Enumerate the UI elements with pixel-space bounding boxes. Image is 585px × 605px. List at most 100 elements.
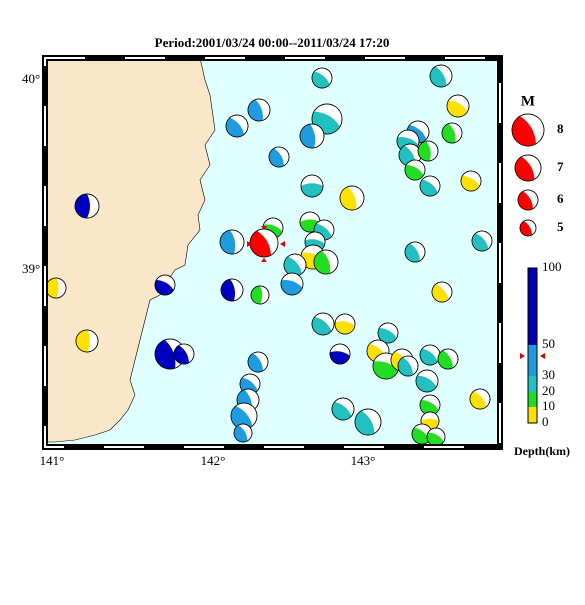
- depth-label: 0: [542, 414, 549, 429]
- magnitude-legend: [511, 113, 545, 237]
- beachball: [45, 277, 67, 299]
- lon-label: 141°: [40, 453, 65, 468]
- ball-quadrant: [155, 280, 174, 295]
- ball-quadrant: [284, 256, 303, 276]
- ball-quadrant: [312, 316, 332, 335]
- magnitude-label: 7: [557, 159, 564, 174]
- ball-edge: [247, 351, 269, 373]
- ball-quadrant: [519, 221, 532, 236]
- ball-edge: [247, 98, 271, 122]
- lat-label: 40°: [22, 71, 40, 86]
- ball-quadrant: [378, 328, 397, 343]
- beachball: [404, 241, 426, 263]
- ball-quadrant: [416, 375, 437, 392]
- depth-label: 20: [542, 383, 555, 398]
- ball-edge: [404, 241, 426, 263]
- depth-frame: [527, 267, 538, 424]
- depth-label: 10: [542, 398, 555, 413]
- ball-edge: [469, 388, 491, 410]
- ball-edge: [471, 230, 493, 252]
- ball-edge: [329, 343, 351, 365]
- ball-quadrant: [174, 345, 189, 364]
- beachball: [354, 408, 382, 436]
- beachball: [249, 228, 279, 258]
- ball-quadrant: [427, 432, 444, 446]
- ball-edge: [300, 174, 324, 198]
- lon-label: 143°: [351, 453, 376, 468]
- beachball: [339, 185, 365, 211]
- ball-quadrant: [314, 250, 331, 274]
- ball-edge: [268, 146, 290, 168]
- beachball: [437, 348, 459, 370]
- beachball: [173, 343, 195, 365]
- ball-quadrant: [281, 280, 303, 295]
- frame-ticks: [44, 57, 501, 448]
- ball-quadrant: [461, 176, 480, 191]
- ball-edge: [280, 272, 304, 296]
- beachball: [331, 397, 355, 421]
- beachball: [225, 114, 249, 138]
- beachball: [74, 193, 100, 219]
- magnitude-title: M: [521, 93, 535, 109]
- ball-quadrant: [430, 66, 447, 87]
- depth-band: [528, 392, 537, 407]
- ball-quadrant: [76, 330, 90, 352]
- ball-quadrant: [332, 401, 352, 420]
- depth-pointer: [520, 353, 545, 359]
- ball-edge: [75, 329, 99, 353]
- beachball: [419, 175, 441, 197]
- ball-edge: [233, 423, 253, 443]
- beachball: [334, 313, 356, 335]
- ball-quadrant: [472, 233, 489, 251]
- ball-quadrant: [335, 321, 355, 334]
- ball-edge: [437, 348, 459, 370]
- ball-edge: [299, 123, 325, 149]
- beachball: [311, 67, 333, 89]
- ball-edge: [377, 322, 399, 344]
- ball-edge: [313, 249, 339, 275]
- ball-quadrant: [248, 99, 263, 121]
- ball-quadrant: [512, 116, 536, 146]
- ball-quadrant: [420, 400, 439, 415]
- depth-scale: [520, 267, 545, 424]
- beachball: [233, 423, 253, 443]
- ball-edge: [154, 274, 176, 296]
- beachball: [514, 154, 542, 182]
- beachball: [511, 113, 545, 147]
- beachball: [219, 229, 245, 255]
- beachball: [247, 351, 269, 373]
- ball-edge: [431, 281, 453, 303]
- ball-quadrant: [515, 156, 535, 181]
- ball-edge: [511, 113, 545, 147]
- beachball: [460, 170, 482, 192]
- beachball: [431, 281, 453, 303]
- beachball: [299, 123, 325, 149]
- ball-quadrant: [248, 353, 263, 372]
- ball-quadrant: [442, 123, 456, 143]
- ball-quadrant: [470, 391, 487, 409]
- beachball: [250, 285, 270, 305]
- ball-quadrant: [220, 279, 236, 301]
- ball-quadrant: [398, 357, 413, 376]
- ball-quadrant: [420, 179, 438, 196]
- ball-edge: [225, 114, 249, 138]
- ball-edge: [311, 103, 343, 135]
- beachball: [280, 272, 304, 296]
- ball-quadrant: [154, 339, 176, 370]
- ball-quadrant: [250, 230, 271, 257]
- beachball: [230, 402, 258, 430]
- ball-edge: [311, 312, 335, 336]
- depth-label: 30: [542, 367, 555, 382]
- ball-edge: [220, 278, 244, 302]
- beachball: [519, 219, 537, 237]
- ball-edge: [514, 154, 542, 182]
- ball-edge: [397, 355, 419, 377]
- lat-label: 39°: [22, 261, 40, 276]
- beachball: [415, 369, 439, 393]
- beachball: [313, 249, 339, 275]
- beachball: [220, 278, 244, 302]
- ball-quadrant: [447, 100, 468, 118]
- magnitude-label: 6: [557, 191, 564, 206]
